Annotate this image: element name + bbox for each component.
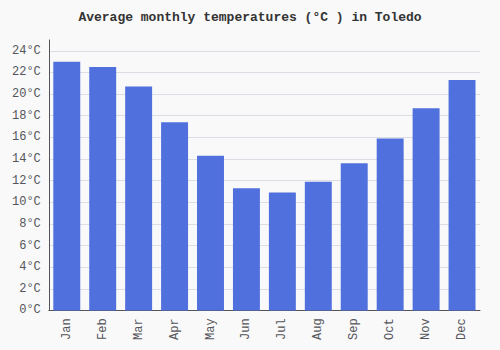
svg-text:Mar: Mar bbox=[132, 318, 146, 340]
svg-text:Jan: Jan bbox=[60, 318, 74, 340]
svg-text:20°C: 20°C bbox=[12, 87, 41, 101]
svg-text:18°C: 18°C bbox=[12, 109, 41, 123]
svg-text:Sep: Sep bbox=[347, 318, 361, 340]
svg-text:2°C: 2°C bbox=[19, 282, 41, 296]
svg-text:Feb: Feb bbox=[96, 318, 110, 340]
svg-text:Dec: Dec bbox=[455, 318, 469, 340]
svg-text:22°C: 22°C bbox=[12, 65, 41, 79]
svg-text:Nov: Nov bbox=[419, 318, 433, 340]
svg-text:24°C: 24°C bbox=[12, 44, 41, 58]
svg-text:6°C: 6°C bbox=[19, 239, 41, 253]
svg-text:Oct: Oct bbox=[383, 318, 397, 340]
svg-text:14°C: 14°C bbox=[12, 152, 41, 166]
svg-text:Aug: Aug bbox=[311, 318, 325, 340]
svg-text:May: May bbox=[204, 318, 218, 340]
svg-text:0°C: 0°C bbox=[19, 303, 41, 317]
svg-text:16°C: 16°C bbox=[12, 130, 41, 144]
svg-text:Jul: Jul bbox=[275, 318, 289, 340]
svg-text:Average monthly temperatures (: Average monthly temperatures (°C ) in To… bbox=[78, 10, 421, 25]
svg-text:10°C: 10°C bbox=[12, 195, 41, 209]
svg-text:4°C: 4°C bbox=[19, 260, 41, 274]
svg-text:Apr: Apr bbox=[168, 318, 182, 340]
svg-text:Jun: Jun bbox=[239, 318, 253, 340]
svg-text:8°C: 8°C bbox=[19, 217, 41, 231]
svg-text:12°C: 12°C bbox=[12, 174, 41, 188]
